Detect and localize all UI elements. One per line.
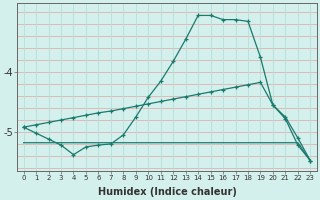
X-axis label: Humidex (Indice chaleur): Humidex (Indice chaleur) (98, 187, 236, 197)
